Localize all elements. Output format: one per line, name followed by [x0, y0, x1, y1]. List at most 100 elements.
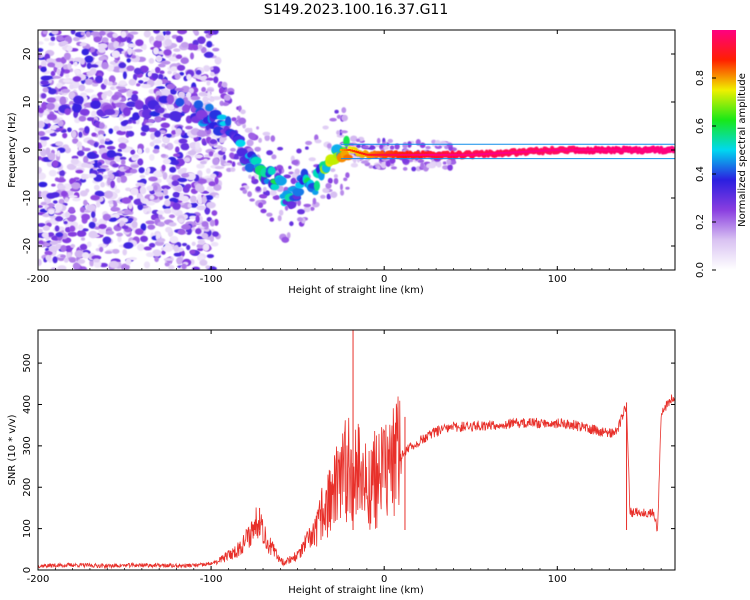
- spectrogram-cell: [69, 225, 76, 233]
- spectrogram-cell: [170, 66, 178, 72]
- spectrogram-core-cell: [659, 149, 663, 151]
- spectrogram-cell: [71, 155, 79, 160]
- spectrogram-cell: [340, 189, 345, 196]
- spectrogram-core-cell: [420, 153, 424, 156]
- spectrogram-cell: [151, 214, 156, 220]
- spectrogram-cell: [106, 149, 117, 158]
- spectrogram-cell: [101, 99, 110, 103]
- spectrogram-cell: [68, 206, 75, 214]
- spectrogram-cell: [165, 30, 171, 35]
- spectrogram-cell: [260, 194, 268, 199]
- spectrogram-cell: [139, 65, 149, 74]
- spectrogram-core-cell: [555, 149, 559, 151]
- y-tick-label: 200: [22, 478, 33, 497]
- spectrogram-cell: [118, 115, 124, 122]
- spectrogram-cell: [64, 197, 69, 203]
- spectrogram-core-cell: [389, 153, 393, 156]
- spectrogram-cell: [80, 31, 85, 36]
- spectrogram-core-cell: [610, 149, 613, 151]
- spectrogram-cell: [230, 147, 236, 152]
- spectrogram-cell: [78, 84, 86, 92]
- spectrogram-cell: [340, 130, 348, 134]
- spectrogram-core-cell: [526, 150, 530, 153]
- spectrogram-cell: [305, 140, 313, 146]
- spectrogram-core-cell: [377, 153, 380, 156]
- spectrogram-core-cell: [643, 149, 646, 151]
- spectrogram-ridge-cell: [79, 108, 90, 116]
- spectrogram-cell: [93, 260, 102, 268]
- spectrogram-cell: [288, 171, 294, 175]
- spectrogram-core-cell: [383, 153, 387, 156]
- spectrogram-cell: [181, 85, 191, 93]
- spectrogram-core-cell: [580, 149, 584, 151]
- spectrogram-core-cell: [441, 153, 445, 156]
- spectrogram-cell: [138, 80, 144, 84]
- spectrogram-cell: [152, 148, 160, 154]
- spectrogram-core-cell: [479, 153, 482, 156]
- spectrogram-cell: [326, 143, 332, 149]
- spectrogram-ridge-cell: [216, 114, 227, 120]
- spectrogram-cell: [179, 72, 185, 76]
- spectrogram-cell: [59, 170, 65, 177]
- spectrogram-cell: [163, 49, 172, 56]
- spectrogram-core-cell: [603, 149, 607, 151]
- spectrogram-cell: [85, 30, 91, 38]
- spectrogram-cell: [165, 226, 173, 233]
- spectrogram-cell: [80, 237, 86, 241]
- spectrogram-cell: [50, 36, 56, 42]
- spectrogram-cell: [186, 244, 191, 251]
- spectrogram-core-cell: [462, 153, 466, 156]
- spectrogram-cell: [140, 196, 145, 203]
- spectrogram-ridge-cell: [131, 93, 139, 103]
- spectrogram-cell: [45, 254, 51, 261]
- spectrogram-core-cell: [574, 149, 578, 151]
- spectrogram-core-cell: [514, 151, 517, 154]
- spectrogram-ridge-cell: [122, 107, 131, 117]
- spectrogram-cell: [38, 205, 43, 208]
- colorbar-strip: [712, 30, 736, 270]
- spectrogram-cell: [72, 36, 80, 42]
- spectrogram-cell: [52, 75, 62, 79]
- spectrogram-cell: [117, 148, 123, 152]
- spectrogram-cell: [155, 191, 164, 197]
- spectrogram-cell: [147, 119, 155, 124]
- spectrogram-cell: [187, 203, 192, 208]
- spectrogram-core-cell: [339, 149, 343, 151]
- spectrogram-cell: [57, 265, 67, 270]
- spectrogram-cell: [81, 173, 86, 180]
- spectrogram-cell: [72, 262, 81, 270]
- spectrogram-cell: [254, 146, 261, 152]
- spectrogram-cell: [303, 203, 312, 208]
- spectrogram-cell: [77, 224, 84, 231]
- spectrogram-cell: [84, 126, 90, 134]
- spectrogram-cell: [112, 248, 120, 254]
- spectrogram-ridge-cell: [104, 109, 116, 116]
- spectrogram-core-cell: [566, 149, 569, 151]
- spectrogram-cell: [105, 138, 110, 142]
- spectrogram-cell: [81, 213, 91, 221]
- y-tick-label: -10: [22, 190, 33, 206]
- spectrogram-cell: [181, 242, 188, 247]
- spectrogram-cell: [143, 246, 152, 251]
- spectrogram-ridge-cell: [157, 107, 165, 114]
- spectrogram-cell: [84, 88, 94, 93]
- spectrogram-cell: [67, 62, 72, 70]
- spectrogram-cell: [181, 224, 192, 230]
- spectrogram-core-cell: [443, 153, 447, 156]
- spectrogram-core-cell: [447, 153, 451, 156]
- spectrogram-cell: [251, 176, 255, 181]
- spectrogram-cell: [215, 194, 220, 199]
- spectrogram-cell: [103, 78, 109, 86]
- spectrogram-cell: [173, 244, 179, 253]
- spectrogram-cell: [40, 93, 47, 99]
- spectrogram-cell: [112, 213, 120, 219]
- spectrogram-cell: [197, 170, 203, 178]
- spectrogram-cell: [174, 87, 184, 92]
- spectrogram-cell: [91, 132, 97, 137]
- spectrogram-cell: [402, 142, 408, 149]
- spectrogram-cell: [104, 250, 113, 254]
- snr-panel: -200 -100 0 100 0 100 200 300 400 500 Height of s…: [7, 329, 676, 596]
- spectrogram-cell: [163, 257, 174, 261]
- spectrogram-core-cell: [583, 149, 586, 151]
- spectrogram-cell: [439, 140, 448, 147]
